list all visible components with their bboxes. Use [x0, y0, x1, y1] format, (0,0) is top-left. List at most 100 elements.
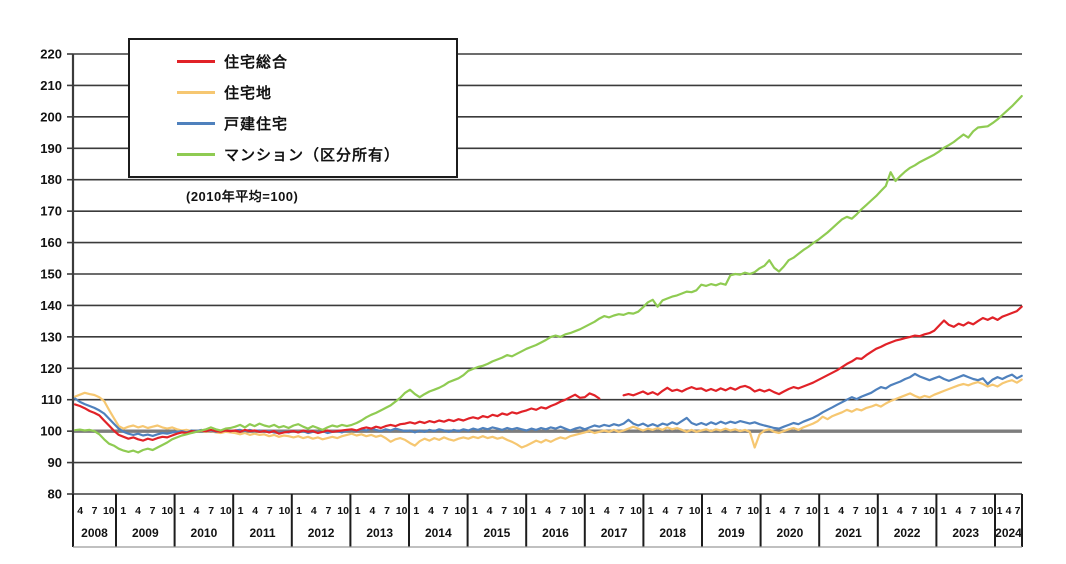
- year-label: 2017: [601, 526, 628, 540]
- month-tick-label: 7: [1015, 505, 1021, 517]
- month-tick-label: 1: [120, 505, 126, 517]
- month-tick-label: 10: [572, 505, 584, 517]
- month-tick-label: 10: [806, 505, 818, 517]
- y-axis-label: 110: [41, 392, 62, 407]
- month-tick-label: 4: [955, 505, 961, 517]
- month-tick-label: 1: [941, 505, 947, 517]
- legend-marker-housing-total: [177, 60, 215, 63]
- year-label: 2020: [777, 526, 804, 540]
- series-line-condominium: [73, 95, 1023, 454]
- month-tick-label: 1: [765, 505, 771, 517]
- index-base-note: (2010年平均=100): [186, 189, 299, 204]
- month-tick-label: 7: [736, 505, 742, 517]
- month-tick-label: 10: [103, 505, 115, 517]
- y-axis-label: 180: [40, 172, 62, 187]
- month-tick-label: 7: [853, 505, 859, 517]
- month-tick-label: 7: [267, 505, 273, 517]
- month-tick-label: 4: [428, 505, 434, 517]
- month-tick-label: 4: [252, 505, 258, 517]
- month-tick-label: 10: [220, 505, 232, 517]
- legend-label-detached-house: 戸建住宅: [224, 116, 289, 133]
- year-label: 2023: [952, 526, 979, 540]
- month-tick-label: 10: [747, 505, 759, 517]
- month-tick-label: 4: [897, 505, 903, 517]
- year-label: 2015: [484, 526, 511, 540]
- legend-label-housing-total: 住宅総合: [224, 54, 289, 71]
- month-tick-label: 1: [413, 505, 419, 517]
- series-line-housing-total: [73, 305, 1023, 442]
- month-tick-label: 4: [780, 505, 786, 517]
- series-line-detached-house: [73, 372, 1023, 437]
- month-tick-label: 4: [194, 505, 200, 517]
- month-tick-label: 4: [604, 505, 610, 517]
- series-line-residential-land: [73, 378, 1023, 449]
- month-tick-label: 1: [531, 505, 537, 517]
- legend-marker-residential-land: [177, 91, 215, 94]
- month-tick-label: 4: [311, 505, 317, 517]
- month-tick-label: 4: [721, 505, 727, 517]
- month-tick-label: 7: [92, 505, 98, 517]
- year-label: 2010: [191, 526, 218, 540]
- month-tick-label: 7: [150, 505, 156, 517]
- y-axis-label: 140: [40, 298, 62, 313]
- y-axis-label: 150: [40, 267, 62, 282]
- y-axis-label: 130: [40, 329, 62, 344]
- month-tick-label: 10: [337, 505, 349, 517]
- year-label: 2022: [894, 526, 921, 540]
- month-tick-label: 7: [677, 505, 683, 517]
- legend-item-detached-house: 戸建住宅: [177, 113, 450, 134]
- year-label: 2011: [249, 526, 275, 540]
- month-tick-label: 7: [794, 505, 800, 517]
- month-tick-label: 4: [369, 505, 375, 517]
- year-label: 2014: [425, 526, 452, 540]
- month-tick-label: 7: [618, 505, 624, 517]
- month-tick-label: 7: [560, 505, 566, 517]
- y-axis-label: 80: [48, 487, 62, 502]
- year-label: 2012: [308, 526, 335, 540]
- month-tick-label: 7: [443, 505, 449, 517]
- y-axis-label: 120: [40, 361, 62, 376]
- month-tick-label: 10: [161, 505, 173, 517]
- y-axis-label: 190: [40, 141, 62, 156]
- month-tick-label: 7: [970, 505, 976, 517]
- y-axis-label: 100: [40, 424, 62, 439]
- month-tick-label: 10: [513, 505, 525, 517]
- month-tick-label: 1: [355, 505, 361, 517]
- legend-marker-detached-house: [177, 122, 215, 125]
- month-tick-label: 4: [77, 505, 83, 517]
- legend-label-condominium: マンション（区分所有）: [224, 147, 401, 164]
- legend-box: 住宅総合 住宅地 戸建住宅 マンション（区分所有）: [128, 38, 458, 178]
- year-label: 2008: [81, 526, 108, 540]
- month-tick-label: 4: [838, 505, 844, 517]
- legend-item-condominium: マンション（区分所有）: [177, 144, 450, 165]
- month-tick-label: 10: [396, 505, 408, 517]
- y-axis-label: 220: [40, 47, 62, 62]
- month-tick-label: 10: [923, 505, 935, 517]
- month-tick-label: 1: [589, 505, 595, 517]
- year-label: 2018: [659, 526, 686, 540]
- month-tick-label: 10: [630, 505, 642, 517]
- year-label: 2021: [835, 526, 862, 540]
- y-axis-label: 200: [40, 109, 62, 124]
- month-tick-label: 7: [325, 505, 331, 517]
- year-label: 2019: [718, 526, 745, 540]
- month-tick-label: 7: [208, 505, 214, 517]
- month-tick-label: 1: [238, 505, 244, 517]
- y-axis-label: 170: [40, 204, 62, 219]
- year-label: 2024: [995, 526, 1022, 540]
- month-tick-label: 1: [296, 505, 302, 517]
- legend-label-residential-land: 住宅地: [224, 85, 273, 102]
- month-tick-label: 10: [982, 505, 994, 517]
- legend-item-residential-land: 住宅地: [177, 82, 450, 103]
- month-tick-label: 4: [662, 505, 668, 517]
- month-tick-label: 1: [472, 505, 478, 517]
- month-tick-label: 10: [279, 505, 291, 517]
- y-axis-label: 160: [40, 235, 62, 250]
- month-tick-label: 10: [865, 505, 877, 517]
- year-label: 2009: [132, 526, 159, 540]
- y-axis-label: 90: [48, 455, 62, 470]
- month-tick-label: 1: [179, 505, 185, 517]
- month-tick-label: 10: [454, 505, 466, 517]
